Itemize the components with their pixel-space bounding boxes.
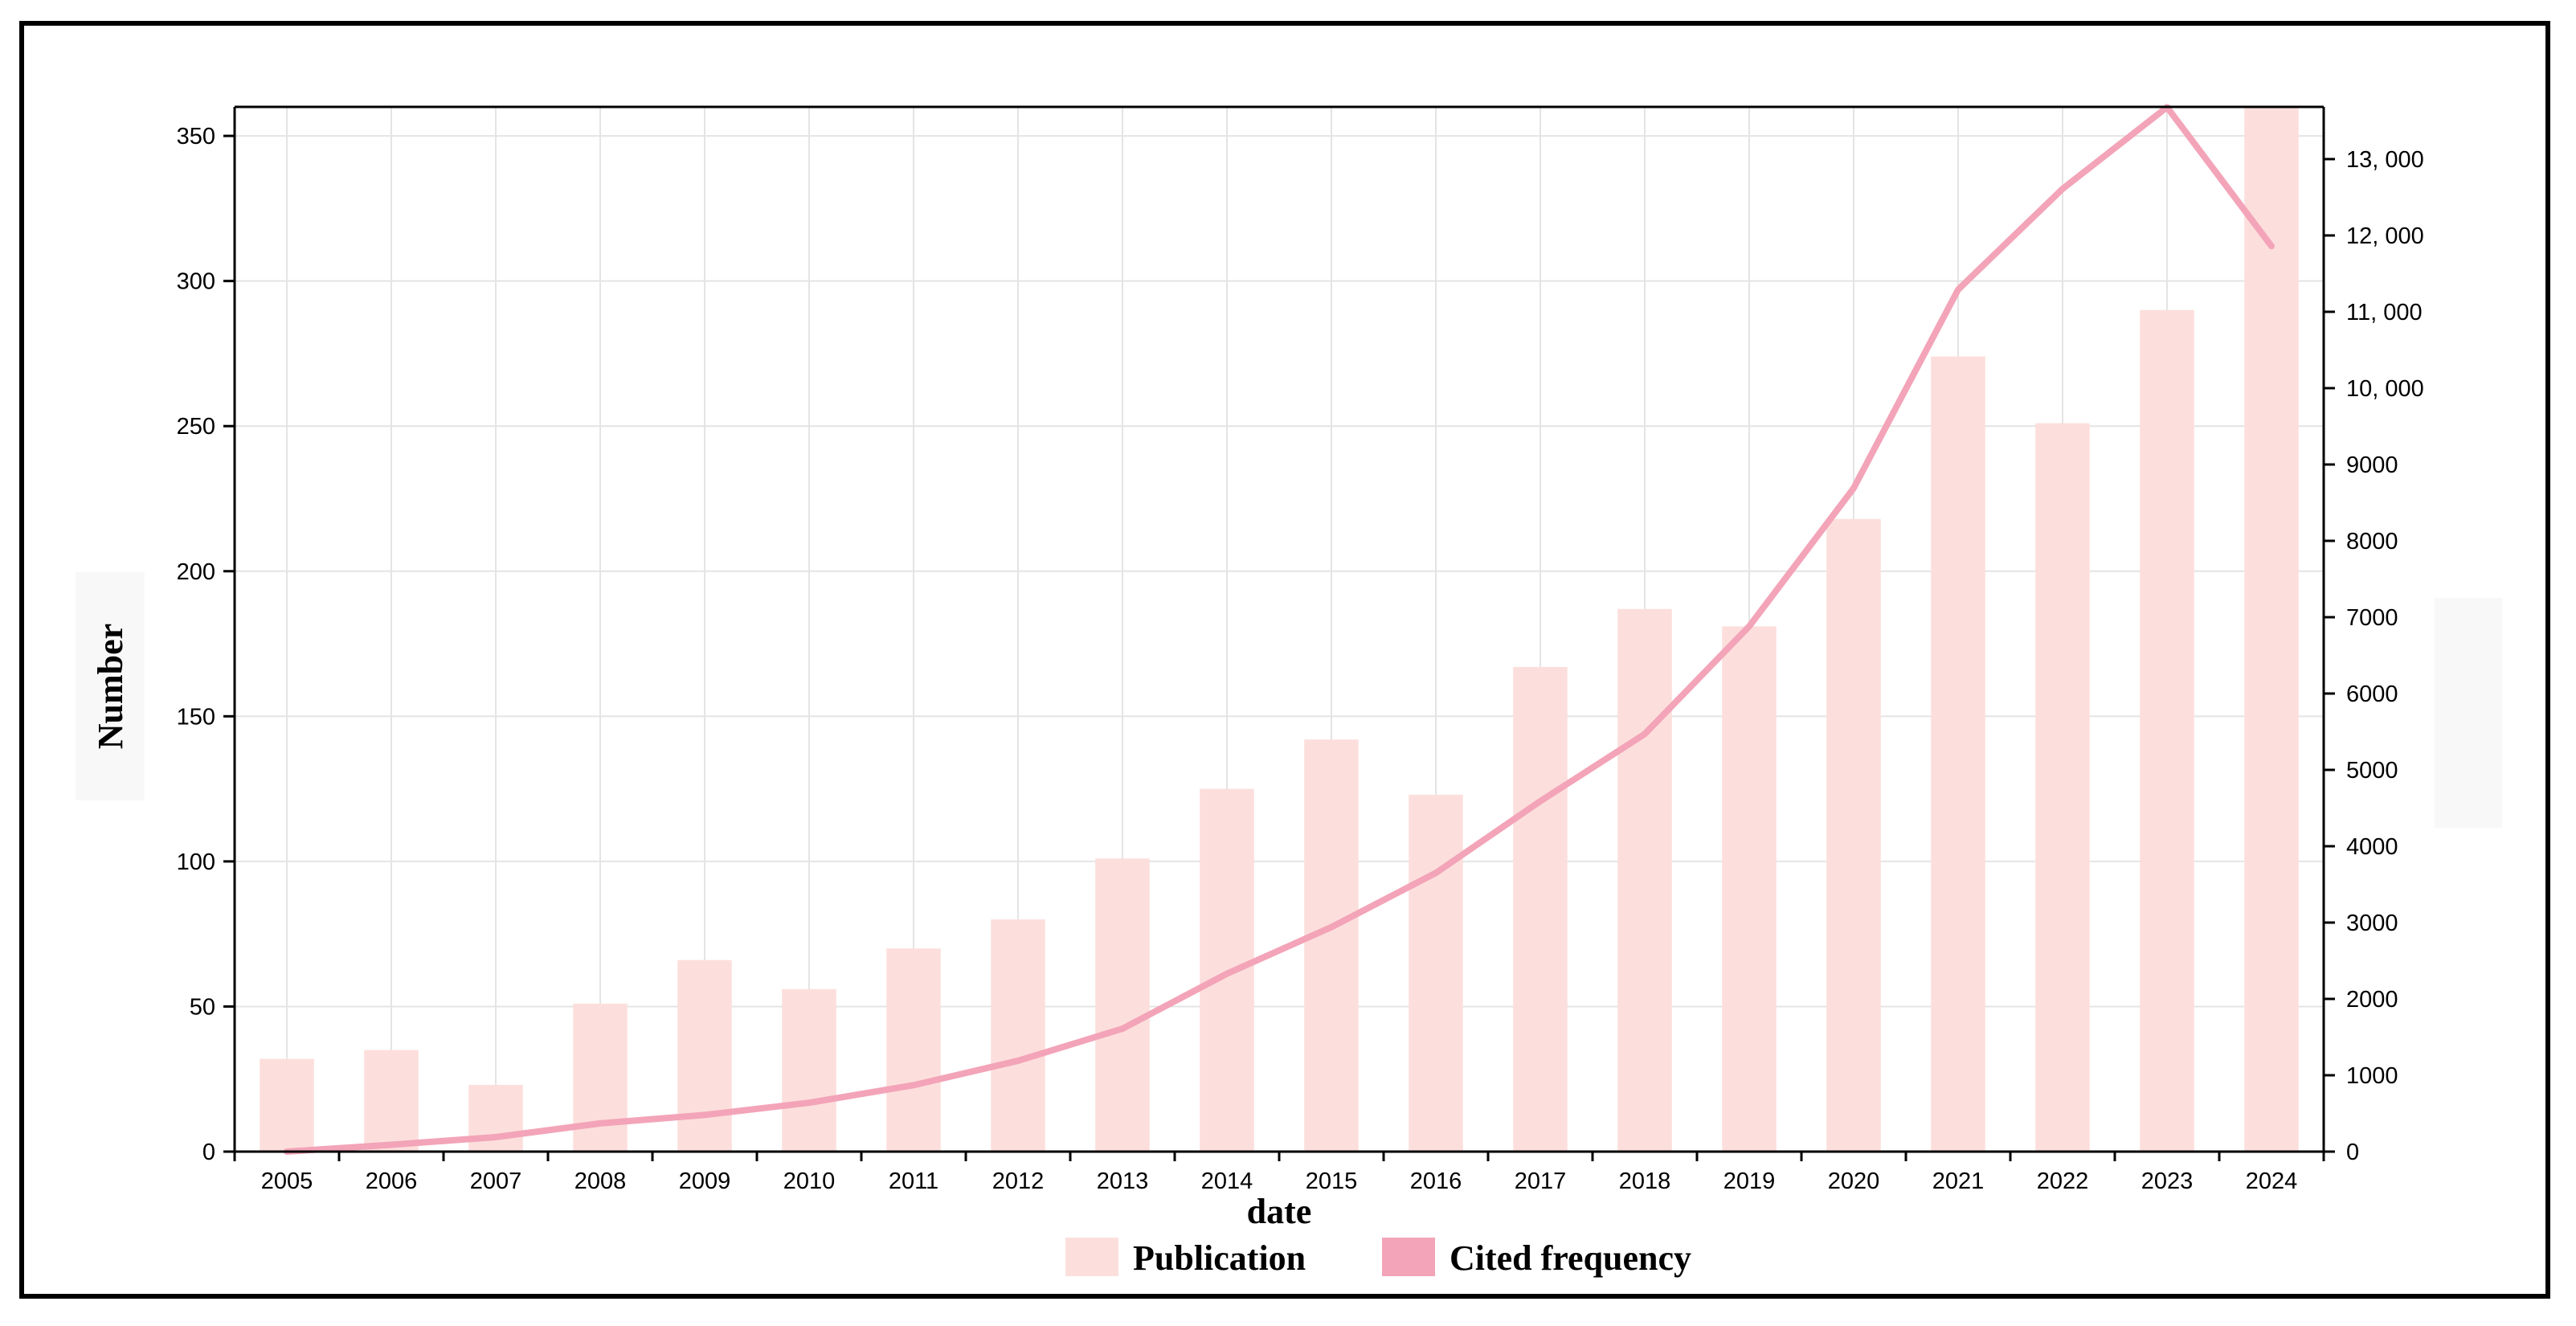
- y-tick-label: 0: [202, 1140, 215, 1165]
- bar-series: [260, 107, 2299, 1152]
- legend-label-cited-frequency: Cited frequency: [1450, 1238, 1691, 1278]
- y-tick-label: 250: [177, 414, 215, 440]
- bar-publication: [677, 960, 732, 1152]
- x-tick-label: 2018: [1619, 1168, 1671, 1194]
- bar-publication: [886, 948, 941, 1152]
- x-tick-label: 2015: [1306, 1168, 1358, 1194]
- bar-publication: [364, 1050, 419, 1152]
- x-tick-label: 2016: [1410, 1168, 1462, 1194]
- axes: [223, 105, 2335, 1161]
- bar-publication: [2035, 423, 2090, 1152]
- bar-publication: [1617, 608, 1672, 1152]
- y2-tick-label: 7000: [2346, 605, 2398, 631]
- y-axis-title: Number: [91, 624, 130, 749]
- legend: Publication Cited frequency: [1065, 1238, 1691, 1278]
- y2-tick-label: 3000: [2346, 911, 2398, 936]
- y-label-panel: [76, 572, 145, 800]
- x-tick-label: 2010: [783, 1168, 836, 1194]
- y2-tick-label: 10, 000: [2346, 376, 2424, 402]
- legend-swatch-cited-frequency: [1382, 1238, 1435, 1276]
- y-tick-label: 300: [177, 269, 215, 295]
- chart-frame: 0 50 100 150 200 250 300 350 0 1000 2000 3000 4000 50…: [19, 21, 2550, 1299]
- y-tick-label: 50: [190, 994, 215, 1020]
- x-tick-label: 2012: [992, 1168, 1045, 1194]
- bar-publication: [260, 1058, 314, 1152]
- line-series: [284, 104, 2275, 1155]
- legend-swatch-publication: [1065, 1238, 1118, 1276]
- x-tick-label: 2011: [889, 1168, 938, 1194]
- axis-text: 0 50 100 150 200 250 300 350 0 1000 2000 3000 4000 50…: [91, 124, 2424, 1231]
- y2-tick-label: 2000: [2346, 987, 2398, 1013]
- x-tick-label: 2006: [366, 1168, 418, 1194]
- y-tick-label: 200: [177, 559, 215, 585]
- chart-background: [24, 26, 2545, 1294]
- x-tick-label: 2007: [470, 1168, 522, 1194]
- x-tick-label: 2005: [261, 1168, 313, 1194]
- bar-publication: [2140, 309, 2194, 1152]
- y2-tick-label: 11, 000: [2346, 300, 2423, 325]
- y2-tick-label: 0: [2346, 1140, 2359, 1165]
- y2-tick-label: 8000: [2346, 529, 2398, 555]
- bar-publication: [2244, 107, 2299, 1152]
- y2-tick-label: 1000: [2346, 1063, 2398, 1089]
- bar-publication: [1304, 739, 1359, 1152]
- line-cited-frequency: [284, 104, 2275, 1155]
- bar-publication: [991, 919, 1045, 1152]
- x-tick-label: 2020: [1828, 1168, 1880, 1194]
- x-tick-label: 2013: [1097, 1168, 1149, 1194]
- x-tick-label: 2021: [1932, 1168, 1985, 1194]
- y2-tick-label: 4000: [2346, 834, 2398, 860]
- legend-label-publication: Publication: [1133, 1238, 1306, 1278]
- bar-publication: [1826, 518, 1881, 1152]
- bar-publication: [1722, 626, 1777, 1152]
- x-tick-label: 2008: [574, 1168, 627, 1194]
- bar-publication: [782, 988, 836, 1152]
- chart-svg: 0 50 100 150 200 250 300 350 0 1000 2000 3000 4000 50…: [24, 26, 2545, 1294]
- y2-tick-label: 9000: [2346, 452, 2398, 478]
- x-tick-label: 2017: [1515, 1168, 1567, 1194]
- y2-tick-label: 13, 000: [2346, 147, 2424, 173]
- bar-publication: [1409, 794, 1463, 1152]
- y2-label-panel: [2435, 598, 2502, 828]
- x-axis-title: date: [1247, 1192, 1312, 1231]
- y2-tick-label: 12, 000: [2346, 223, 2424, 249]
- x-tick-label: 2023: [2141, 1168, 2194, 1194]
- y-tick-label: 100: [177, 849, 215, 875]
- y2-tick-label: 5000: [2346, 758, 2398, 784]
- x-tick-label: 2019: [1723, 1168, 1776, 1194]
- y-tick-label: 350: [177, 124, 215, 149]
- x-tick-label: 2024: [2246, 1168, 2298, 1194]
- x-tick-label: 2022: [2037, 1168, 2089, 1194]
- bar-publication: [1095, 858, 1150, 1152]
- x-tick-label: 2014: [1201, 1168, 1253, 1194]
- y2-tick-label: 6000: [2346, 681, 2398, 707]
- x-tick-label: 2009: [679, 1168, 731, 1194]
- bar-publication: [1931, 356, 1985, 1152]
- y-tick-label: 150: [177, 704, 215, 730]
- bar-publication: [573, 1003, 628, 1152]
- bar-publication: [1513, 666, 1568, 1152]
